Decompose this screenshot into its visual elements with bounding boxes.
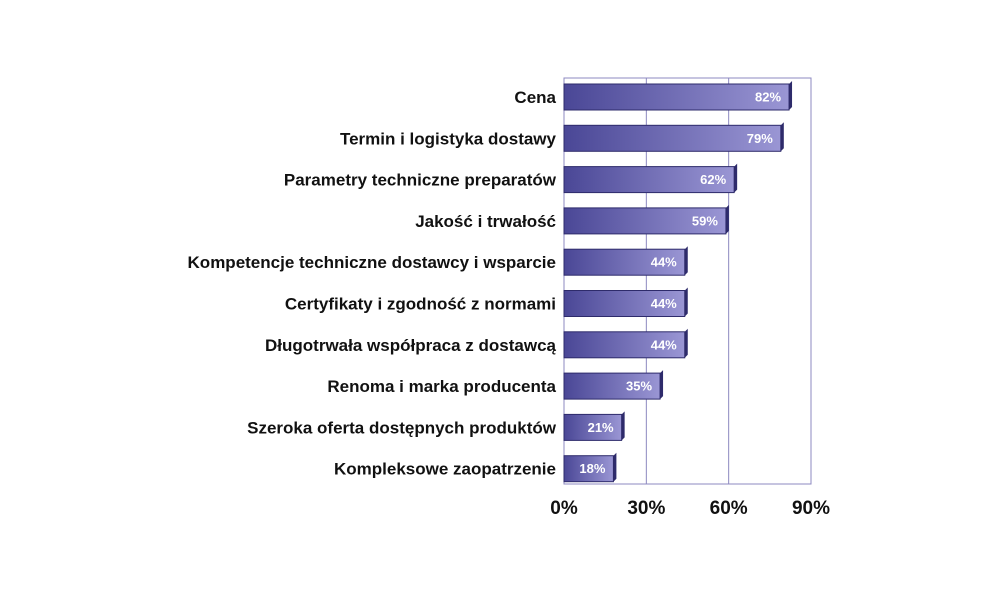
category-label: Szeroka oferta dostępnych produktów [247, 418, 557, 437]
value-label: 59% [692, 213, 718, 228]
value-label: 44% [651, 337, 677, 352]
x-tick-label: 0% [550, 498, 578, 519]
category-label: Certyfikaty i zgodność z normami [285, 295, 556, 314]
bar-group: 44% [563, 246, 688, 276]
bar [563, 166, 735, 194]
bar [563, 207, 727, 235]
category-label: Kompleksowe zaopatrzenie [334, 460, 556, 479]
bar [563, 331, 686, 359]
plot-frame [563, 77, 812, 485]
bar-group: 62% [563, 163, 738, 194]
bar [563, 455, 614, 483]
bar-group: 44% [563, 287, 688, 317]
bar [563, 248, 686, 276]
bar-group: 59% [563, 204, 729, 235]
bar [563, 290, 686, 317]
category-label: Termin i logistyka dostawy [340, 129, 557, 148]
bar [563, 413, 623, 441]
bar [563, 372, 661, 400]
bar-group: 82% [563, 81, 793, 111]
bar [563, 83, 790, 111]
x-tick-label: 90% [792, 498, 830, 519]
x-tick-label: 60% [710, 498, 748, 519]
value-label: 21% [588, 420, 614, 435]
category-label: Cena [514, 88, 556, 107]
value-label: 44% [651, 296, 677, 311]
bar-group: 79% [563, 122, 784, 152]
category-label: Parametry techniczne preparatów [284, 171, 557, 190]
category-label: Kompetencje techniczne dostawcy i wsparc… [188, 253, 556, 272]
bar-group: 44% [563, 328, 688, 359]
bar-group: 18% [563, 452, 617, 483]
value-label: 79% [747, 131, 773, 146]
bar-group: 35% [563, 370, 664, 400]
value-label: 18% [579, 461, 605, 476]
bar-group: 21% [563, 411, 625, 441]
value-label: 82% [755, 90, 781, 105]
value-label: 62% [700, 172, 726, 187]
bars: 82% 79% 62% 59% 44% 44% 44% 35% 21% 18% [563, 81, 793, 483]
value-label: 44% [651, 255, 677, 270]
category-label: Jakość i trwałość [415, 212, 556, 231]
x-tick-label: 30% [627, 498, 665, 519]
x-axis-ticks: 0% 30% 60% 90% [550, 498, 830, 519]
category-labels: Cena Termin i logistyka dostawy Parametry … [188, 88, 557, 479]
category-label: Długotrwała współpraca z dostawcą [265, 336, 557, 355]
bar [563, 124, 782, 152]
category-label: Renoma i marka producenta [327, 377, 556, 396]
value-label: 35% [626, 379, 652, 394]
